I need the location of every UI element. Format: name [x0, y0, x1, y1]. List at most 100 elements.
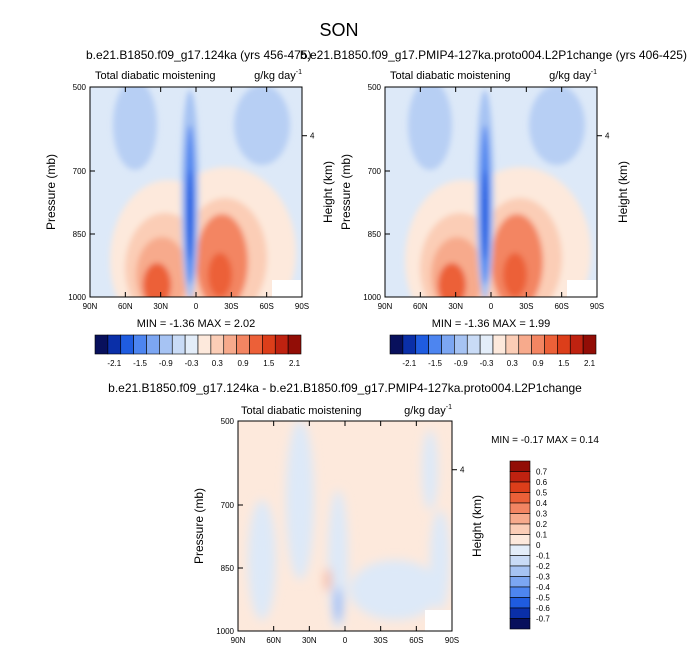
x-tick-label: 90S — [445, 636, 459, 645]
colorbar-label: -0.3 — [185, 359, 199, 368]
colorbar-label: -0.6 — [536, 604, 550, 613]
y-tick-label: 1000 — [68, 293, 86, 302]
x-tick-label: 0 — [194, 302, 199, 311]
panel-1-units: g/kg day-1 — [254, 69, 302, 82]
right-tick-label: 4 — [460, 466, 465, 475]
colorbar-swatch — [509, 607, 531, 619]
panel-2-field — [385, 87, 597, 297]
colorbar-label: 2.1 — [289, 359, 301, 368]
colorbar-swatch — [509, 502, 531, 514]
x-tick-label: 60S — [555, 302, 569, 311]
panel-2-stats: MIN = -1.36 MAX = 1.99 — [432, 318, 551, 330]
colorbar-label: -1.5 — [428, 359, 442, 368]
panel-2-axes: 90N 60N 30N 0 30S 60S 90S 500 700 850 1000 4 — [363, 83, 610, 311]
colorbar-swatch — [236, 334, 250, 355]
panel-1-left-label: Total diabatic moistening — [95, 70, 215, 82]
colorbar-panel-1: -2.1 -1.5 -0.9 -0.3 0.3 0.9 1.5 2.1 — [94, 334, 302, 368]
colorbar-swatch — [582, 334, 597, 355]
colorbar-swatch — [402, 334, 417, 355]
colorbar-swatch — [249, 334, 263, 355]
colorbar-label: 0.4 — [536, 499, 548, 508]
panel-1-axes: 90N 60N 30N 0 30S 60S 90S 500 700 850 1000 4 — [68, 83, 315, 311]
panel-3-axes: 90N 60N 30N 0 30S 60S 90S 500 700 850 1000 4 — [216, 417, 465, 645]
panel-1-field — [90, 87, 302, 297]
colorbar-label: -0.1 — [536, 552, 550, 561]
colorbar-swatch — [509, 618, 531, 630]
panel-2: b.e21.B1850.f09_g17.PMIP4-127ka.proto004… — [300, 48, 687, 330]
colorbar-panel-3: 0.70.6 0.50.4 0.30.2 0.10 -0.1-0.2 -0.3-0.4 -0… — [509, 460, 550, 630]
colorbar-label: 2.1 — [584, 359, 596, 368]
figure-title: SON — [319, 20, 358, 40]
colorbar-label: 0.6 — [536, 478, 548, 487]
panel-1-ylabel: Pressure (mb) — [44, 154, 58, 230]
y-tick-label: 850 — [368, 230, 382, 239]
colorbar-swatch — [509, 576, 531, 588]
colorbar-label: -0.9 — [159, 359, 173, 368]
colorbar-swatch — [479, 334, 494, 355]
panel-3-units: g/kg day-1 — [404, 404, 452, 417]
y-tick-label: 700 — [73, 167, 87, 176]
panel-3-field — [238, 421, 452, 631]
y-tick-label: 700 — [221, 501, 235, 510]
y-tick-label: 500 — [368, 83, 382, 92]
panel-2-ylabel: Pressure (mb) — [339, 154, 353, 230]
colorbar-label: 0.9 — [533, 359, 545, 368]
colorbar-swatch — [509, 460, 531, 472]
panel-2-left-label: Total diabatic moistening — [390, 70, 510, 82]
x-tick-label: 60N — [266, 636, 281, 645]
colorbar-label: -0.3 — [480, 359, 494, 368]
colorbar-swatch — [428, 334, 442, 355]
y-tick-label: 500 — [73, 83, 87, 92]
colorbar-swatch — [94, 334, 109, 355]
colorbar-swatch — [287, 334, 302, 355]
x-tick-label: 60S — [260, 302, 274, 311]
x-tick-label: 30N — [448, 302, 463, 311]
colorbar-swatch — [509, 492, 531, 504]
colorbar-label: 0.9 — [238, 359, 250, 368]
colorbar-swatch — [159, 334, 173, 355]
colorbar-label: 0.3 — [212, 359, 224, 368]
colorbar-label: -0.3 — [536, 573, 550, 582]
colorbar-swatch — [184, 334, 199, 355]
panel-2-ylabel-right: Height (km) — [616, 161, 630, 223]
x-tick-label: 30N — [153, 302, 168, 311]
colorbar-label: 0 — [536, 541, 541, 550]
colorbar-swatch — [223, 334, 237, 355]
panel-3-stats: MIN = -0.17 MAX = 0.14 — [491, 435, 599, 446]
y-tick-label: 850 — [73, 230, 87, 239]
panel-1-ylabel-right: Height (km) — [321, 161, 335, 223]
panel-3-left-label: Total diabatic moistening — [241, 405, 361, 417]
colorbar-swatch — [107, 334, 122, 355]
colorbar-swatch — [509, 481, 531, 493]
colorbar-swatch — [509, 586, 531, 598]
colorbar-swatch — [509, 534, 531, 546]
colorbar-swatch — [509, 565, 531, 577]
colorbar-swatch — [197, 334, 212, 355]
colorbar-swatch — [454, 334, 468, 355]
colorbar-label: -2.1 — [107, 359, 121, 368]
colorbar-swatch — [509, 513, 531, 525]
colorbar-label: -0.7 — [536, 615, 550, 624]
colorbar-swatch — [509, 523, 531, 535]
colorbar-swatch — [505, 334, 520, 355]
x-tick-label: 60S — [409, 636, 423, 645]
colorbar-swatch — [441, 334, 455, 355]
colorbar-swatch — [569, 334, 584, 355]
panel-1: b.e21.B1850.f09_g17.124ka (yrs 456-475) … — [44, 48, 335, 330]
colorbar-swatch — [120, 334, 134, 355]
colorbar-label: -2.1 — [402, 359, 416, 368]
colorbar-label: 0.3 — [507, 359, 519, 368]
colorbar-swatch — [171, 334, 186, 355]
panel-1-title: b.e21.B1850.f09_g17.124ka (yrs 456-475) — [86, 48, 312, 62]
right-tick-label: 4 — [605, 132, 610, 141]
colorbar-swatch — [509, 597, 531, 609]
colorbar-swatch — [509, 544, 531, 556]
x-tick-label: 30S — [224, 302, 238, 311]
colorbar-label: 0.2 — [536, 520, 548, 529]
colorbar-label: 0.1 — [536, 531, 548, 540]
colorbar-label: 1.5 — [558, 359, 570, 368]
panel-2-units: g/kg day-1 — [549, 69, 597, 82]
colorbar-label: 0.3 — [536, 510, 548, 519]
y-tick-label: 700 — [368, 167, 382, 176]
x-tick-label: 90N — [83, 302, 98, 311]
